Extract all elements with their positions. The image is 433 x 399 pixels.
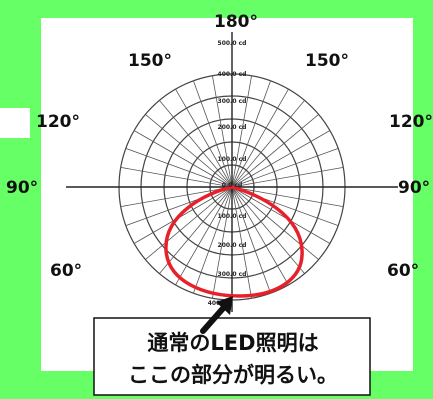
cd-label-bottom-400: 400 [208,300,221,307]
grid-radials [120,74,344,299]
angle-label-150-right: 150° [305,51,349,71]
cd-label-200: 200.0 cd [218,124,247,131]
angle-label-120-left: 120° [36,112,80,132]
label-patch-left [0,108,30,138]
cd-label-500: 500.0 cd [218,40,247,47]
angle-label-90-right: 90° [398,178,430,198]
arrow-icon [200,296,233,334]
cd-label-300: 300.0 cd [218,98,247,105]
cd-label-bottom-100: 100.0 cd [218,213,247,220]
angle-label-60-left: 60° [50,261,82,281]
cd-label-bottom-200: 200.0 cd [218,242,247,249]
cd-label-bottom-300: 300.0 cd [218,271,247,278]
callout-line-2: ここの部分が明るい。 [128,363,338,387]
cd-label-0: 0.0 cd [222,182,243,189]
angle-label-120-right: 120° [389,112,433,132]
callout-line-1: 通常のLED照明は [147,331,318,355]
angle-label-180: 180° [214,12,258,32]
angle-label-90-left: 90° [6,178,38,198]
cd-label-400: 400.0 cd [218,71,247,78]
angle-label-150-left: 150° [128,51,172,71]
callout-box [93,317,371,396]
light-distribution-curve [164,185,304,298]
cd-label-100: 100.0 cd [218,156,247,163]
angle-label-60-right: 60° [387,261,419,281]
